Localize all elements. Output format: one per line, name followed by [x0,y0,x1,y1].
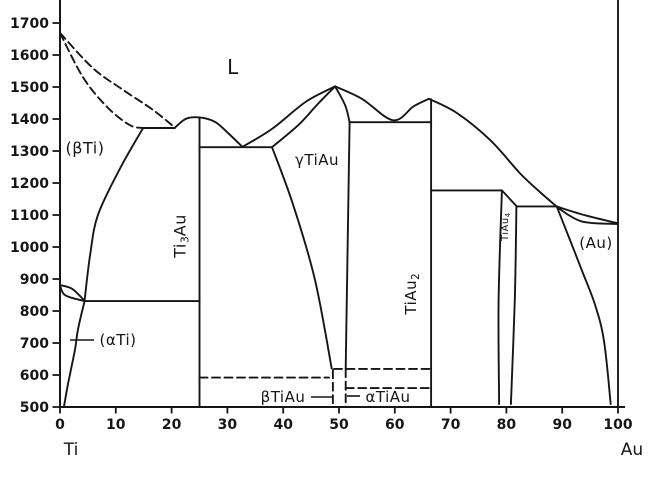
solidus-au-curve [556,206,619,225]
x-tick-label: 80 [497,417,517,433]
solidus-ti-dashed-curve [59,31,145,129]
solidus-tiau-right-curve [334,85,351,124]
y-tick-label: 600 [20,368,49,384]
liquidus-ti-dashed-curve [59,31,176,129]
x-tick-label: 0 [55,417,65,433]
alpha-beta-lower-curve [59,284,86,303]
solidus-tiau-left-curve [271,85,337,149]
phase-boundaries [59,0,619,408]
alpha-beta-upper-curve [59,284,86,302]
y-tick-label: 900 [20,272,49,288]
x-tick-label: 60 [385,417,405,433]
bti-right-boundary-curve [83,127,145,302]
y-tick-label: 1200 [10,176,49,192]
y-tick-label: 1000 [10,240,49,256]
y-tick-label: 1700 [10,16,49,32]
y-tick-label: 1600 [10,48,49,64]
tiau4-apex-right-curve [500,189,518,207]
tiau4-right-boundary-curve [509,205,518,406]
y-tick-label: 500 [20,400,49,416]
x-tick-label: 70 [441,417,461,433]
x-tick-label: 40 [273,417,293,433]
liquidus-au-curve [556,205,619,225]
solvus-ati-curve [62,300,86,408]
x-tick-label: 50 [329,417,349,433]
x-tick-label: 100 [603,417,632,433]
y-tick-label: 800 [20,304,49,320]
liquidus-ti3au-dome-curve [173,116,244,148]
tiau4-left-boundary-curve [497,189,503,406]
tiau-left-boundary-curve [271,146,333,370]
y-tick-label: 1400 [10,112,49,128]
x-tick-label: 10 [106,417,126,433]
solvus-au-curve [556,206,612,406]
liquidus-tiau2-right-curve [427,97,559,208]
y-tick-label: 1300 [10,144,49,160]
liquidus-tiau-left-curve [241,85,337,148]
y-tick-label: 1100 [10,208,49,224]
x-tick-label: 30 [218,417,238,433]
tick-marks [52,22,619,414]
x-tick-label: 90 [552,417,572,433]
y-tick-label: 700 [20,336,49,352]
liquidus-tiau-tiau2-curve [334,85,430,122]
y-tick-label: 1500 [10,80,49,96]
axes [59,0,625,408]
tiau-right-boundary-curve [344,121,351,370]
x-tick-label: 20 [162,417,182,433]
